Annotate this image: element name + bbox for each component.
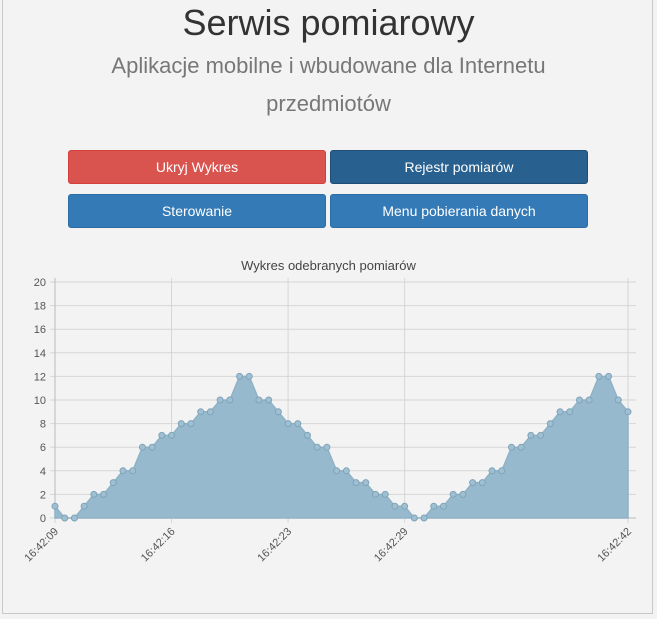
- data-point: [605, 372, 613, 380]
- data-point: [109, 479, 117, 487]
- data-point: [313, 443, 321, 451]
- data-point: [537, 431, 545, 439]
- data-point: [158, 431, 166, 439]
- data-point: [294, 420, 302, 428]
- data-point: [401, 502, 409, 510]
- data-point: [304, 431, 312, 439]
- data-point: [226, 396, 234, 404]
- data-point: [265, 396, 273, 404]
- y-tick-label: 18: [34, 301, 46, 313]
- data-point: [362, 479, 370, 487]
- data-point: [284, 420, 292, 428]
- y-tick-label: 16: [34, 324, 46, 336]
- data-point: [138, 443, 146, 451]
- data-point: [449, 490, 457, 498]
- data-point: [614, 396, 622, 404]
- data-point: [546, 420, 554, 428]
- data-point: [391, 502, 399, 510]
- data-point: [371, 490, 379, 498]
- data-point: [469, 479, 477, 487]
- page-title: Serwis pomiarowy: [182, 2, 475, 43]
- data-point: [236, 372, 244, 380]
- y-tick-label: 8: [40, 419, 46, 431]
- data-point: [51, 502, 59, 510]
- data-point: [498, 467, 506, 475]
- data-point: [129, 467, 137, 475]
- data-point: [575, 396, 583, 404]
- data-point: [624, 408, 632, 416]
- data-point: [420, 514, 428, 522]
- data-point: [381, 490, 389, 498]
- data-point: [197, 408, 205, 416]
- data-point: [90, 490, 98, 498]
- x-tick-label: 16:42:09: [22, 526, 61, 565]
- y-tick-label: 10: [34, 395, 46, 407]
- data-point: [595, 372, 603, 380]
- data-point: [148, 443, 156, 451]
- x-tick-label: 16:42:23: [255, 526, 294, 565]
- data-point: [478, 479, 486, 487]
- data-point: [168, 431, 176, 439]
- y-tick-label: 4: [40, 466, 46, 478]
- data-point: [177, 420, 185, 428]
- data-point: [507, 443, 515, 451]
- data-point: [80, 502, 88, 510]
- page-subtitle: Aplikacje mobilne i wbudowane dla Intern…: [111, 53, 546, 116]
- y-tick-label: 12: [34, 371, 46, 383]
- y-tick-label: 20: [34, 277, 46, 289]
- data-point: [119, 467, 127, 475]
- data-point: [527, 431, 535, 439]
- data-point: [61, 514, 69, 522]
- control-button[interactable]: Sterowanie: [68, 194, 326, 228]
- data-point: [342, 467, 350, 475]
- x-tick-label: 16:42:42: [595, 526, 634, 565]
- data-point: [245, 372, 253, 380]
- data-point: [333, 467, 341, 475]
- data-point: [187, 420, 195, 428]
- x-tick-label: 16:42:16: [139, 526, 178, 565]
- y-tick-label: 0: [40, 513, 46, 525]
- data-point: [410, 514, 418, 522]
- download-menu-button[interactable]: Menu pobierania danych: [330, 194, 588, 228]
- measurement-register-button[interactable]: Rejestr pomiarów: [330, 150, 588, 184]
- data-point: [517, 443, 525, 451]
- x-tick-label: 16:42:29: [372, 526, 411, 565]
- data-point: [439, 502, 447, 510]
- data-point: [70, 514, 78, 522]
- data-point: [430, 502, 438, 510]
- data-point: [323, 443, 331, 451]
- data-point: [206, 408, 214, 416]
- data-point: [566, 408, 574, 416]
- data-point: [556, 408, 564, 416]
- data-point: [488, 467, 496, 475]
- y-tick-label: 6: [40, 442, 46, 454]
- hide-chart-button[interactable]: Ukryj Wykres: [68, 150, 326, 184]
- data-point: [100, 490, 108, 498]
- y-tick-label: 2: [40, 489, 46, 501]
- data-point: [274, 408, 282, 416]
- data-point: [585, 396, 593, 404]
- chart-title: Wykres odebranych pomiarów: [241, 258, 416, 273]
- data-point: [255, 396, 263, 404]
- y-tick-label: 14: [34, 348, 46, 360]
- data-point: [352, 479, 360, 487]
- data-point: [216, 396, 224, 404]
- data-point: [459, 490, 467, 498]
